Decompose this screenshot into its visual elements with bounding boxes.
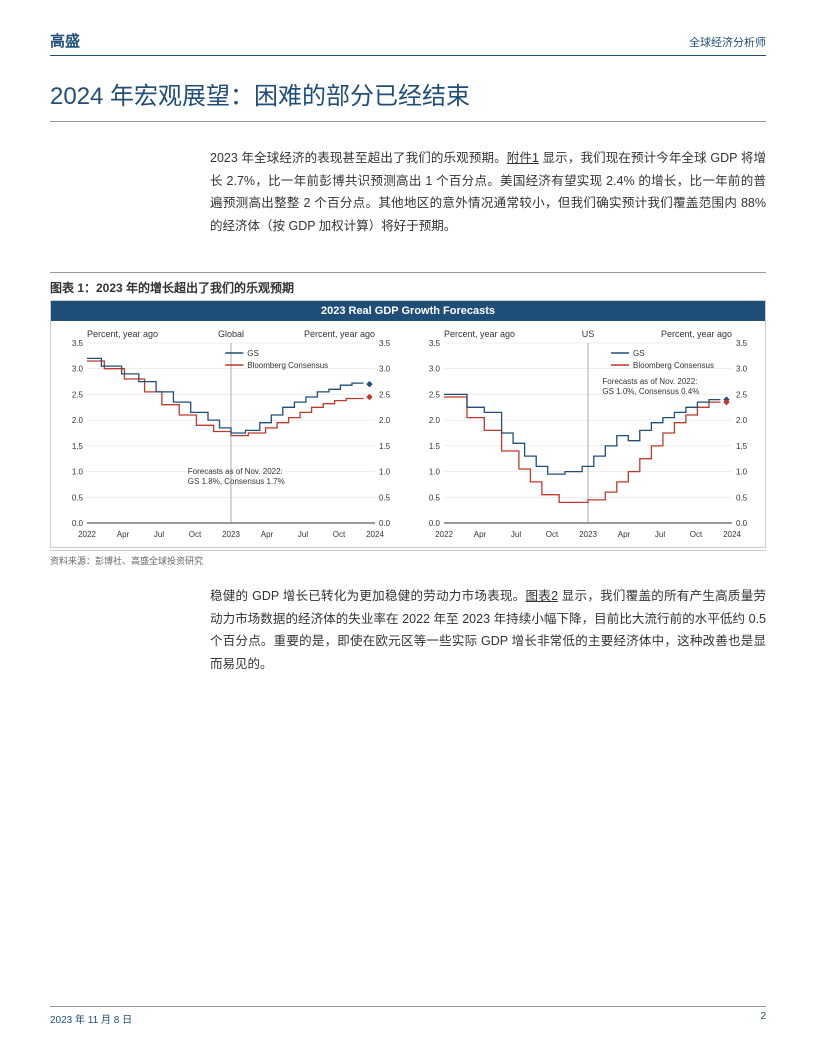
- svg-text:1.0: 1.0: [429, 468, 441, 477]
- paragraph-1: 2023 年全球经济的表现甚至超出了我们的乐观预期。附件1 显示，我们现在预计今…: [210, 147, 766, 237]
- svg-text:0.5: 0.5: [429, 493, 441, 502]
- svg-text:2023: 2023: [579, 530, 597, 539]
- svg-text:3.5: 3.5: [429, 339, 441, 348]
- header-right: 全球经济分析师: [689, 34, 766, 50]
- svg-text:2.0: 2.0: [379, 416, 391, 425]
- svg-text:3.5: 3.5: [736, 339, 748, 348]
- svg-text:Bloomberg Consensus: Bloomberg Consensus: [247, 361, 328, 370]
- svg-text:Forecasts as of Nov. 2022:: Forecasts as of Nov. 2022:: [602, 377, 697, 386]
- svg-text:2.0: 2.0: [72, 416, 84, 425]
- svg-text:2022: 2022: [435, 530, 453, 539]
- svg-text:3.5: 3.5: [72, 339, 84, 348]
- svg-text:2.5: 2.5: [736, 390, 748, 399]
- footer-date: 2023 年 11 月 8 日: [50, 1011, 132, 1026]
- svg-text:3.0: 3.0: [736, 365, 748, 374]
- svg-text:GS: GS: [633, 349, 645, 358]
- svg-text:0.0: 0.0: [72, 519, 84, 528]
- svg-text:0.5: 0.5: [379, 493, 391, 502]
- svg-text:1.5: 1.5: [429, 442, 441, 451]
- svg-text:2.5: 2.5: [72, 390, 84, 399]
- svg-text:3.0: 3.0: [72, 365, 84, 374]
- footer-page: 2: [760, 1011, 766, 1026]
- svg-text:Apr: Apr: [474, 530, 487, 539]
- svg-text:2.5: 2.5: [379, 390, 391, 399]
- svg-text:Percent, year ago: Percent, year ago: [304, 329, 375, 339]
- p1-a: 2023 年全球经济的表现甚至超出了我们的乐观预期。: [210, 151, 507, 165]
- svg-text:Apr: Apr: [618, 530, 631, 539]
- svg-text:0.0: 0.0: [429, 519, 441, 528]
- svg-text:0.5: 0.5: [72, 493, 84, 502]
- paragraph-2: 稳健的 GDP 增长已转化为更加稳健的劳动力市场表现。图表2 显示，我们覆盖的所…: [210, 585, 766, 675]
- svg-text:2022: 2022: [78, 530, 96, 539]
- svg-text:2.0: 2.0: [736, 416, 748, 425]
- svg-text:Apr: Apr: [261, 530, 274, 539]
- svg-text:3.0: 3.0: [429, 365, 441, 374]
- page-title: 2024 年宏观展望：困难的部分已经结束: [50, 76, 766, 122]
- svg-text:0.5: 0.5: [736, 493, 748, 502]
- svg-text:Jul: Jul: [298, 530, 308, 539]
- svg-text:GS 1.0%, Consensus 0.4%: GS 1.0%, Consensus 0.4%: [602, 387, 699, 396]
- chart-source: 资料来源：彭博社、高盛全球投资研究: [50, 550, 766, 567]
- svg-text:2024: 2024: [366, 530, 384, 539]
- svg-text:Jul: Jul: [154, 530, 164, 539]
- svg-text:GS: GS: [247, 349, 259, 358]
- svg-text:2.5: 2.5: [429, 390, 441, 399]
- svg-text:Oct: Oct: [546, 530, 559, 539]
- chart-banner: 2023 Real GDP Growth Forecasts: [51, 301, 765, 321]
- svg-text:Oct: Oct: [690, 530, 703, 539]
- svg-text:1.0: 1.0: [379, 468, 391, 477]
- svg-text:2023: 2023: [222, 530, 240, 539]
- svg-text:1.5: 1.5: [72, 442, 84, 451]
- svg-text:Oct: Oct: [333, 530, 346, 539]
- svg-text:1.0: 1.0: [72, 468, 84, 477]
- svg-text:Bloomberg Consensus: Bloomberg Consensus: [633, 361, 714, 370]
- svg-text:2024: 2024: [723, 530, 741, 539]
- svg-text:3.5: 3.5: [379, 339, 391, 348]
- svg-text:2.0: 2.0: [429, 416, 441, 425]
- svg-text:Oct: Oct: [189, 530, 202, 539]
- link-appendix1[interactable]: 附件1: [507, 151, 539, 165]
- svg-text:Percent, year ago: Percent, year ago: [661, 329, 732, 339]
- chart-panel-global: Percent, year ago Global Percent, year a…: [55, 325, 407, 545]
- svg-text:Percent, year ago: Percent, year ago: [444, 329, 515, 339]
- svg-text:0.0: 0.0: [379, 519, 391, 528]
- exhibit-1: 图表 1：2023 年的增长超出了我们的乐观预期 2023 Real GDP G…: [50, 272, 766, 567]
- footer: 2023 年 11 月 8 日 2: [50, 1006, 766, 1026]
- svg-text:Forecasts as of Nov. 2022:: Forecasts as of Nov. 2022:: [188, 467, 283, 476]
- svg-text:Global: Global: [218, 329, 244, 339]
- svg-text:1.0: 1.0: [736, 468, 748, 477]
- header-bar: 高盛 全球经济分析师: [50, 30, 766, 56]
- chart-container: 2023 Real GDP Growth Forecasts Percent, …: [50, 300, 766, 548]
- p2-a: 稳健的 GDP 增长已转化为更加稳健的劳动力市场表现。: [210, 589, 526, 603]
- link-exhibit2[interactable]: 图表2: [526, 589, 559, 603]
- svg-text:Apr: Apr: [117, 530, 130, 539]
- svg-text:1.5: 1.5: [736, 442, 748, 451]
- exhibit-caption: 图表 1：2023 年的增长超出了我们的乐观预期: [50, 279, 766, 296]
- svg-text:0.0: 0.0: [736, 519, 748, 528]
- chart-panel-us: Percent, year ago US Percent, year ago 0…: [412, 325, 764, 545]
- svg-text:GS 1.8%, Consensus 1.7%: GS 1.8%, Consensus 1.7%: [188, 477, 285, 486]
- svg-text:Jul: Jul: [655, 530, 665, 539]
- svg-text:1.5: 1.5: [379, 442, 391, 451]
- svg-text:3.0: 3.0: [379, 365, 391, 374]
- svg-text:US: US: [582, 329, 595, 339]
- svg-text:Jul: Jul: [511, 530, 521, 539]
- brand: 高盛: [50, 30, 80, 51]
- svg-text:Percent, year ago: Percent, year ago: [87, 329, 158, 339]
